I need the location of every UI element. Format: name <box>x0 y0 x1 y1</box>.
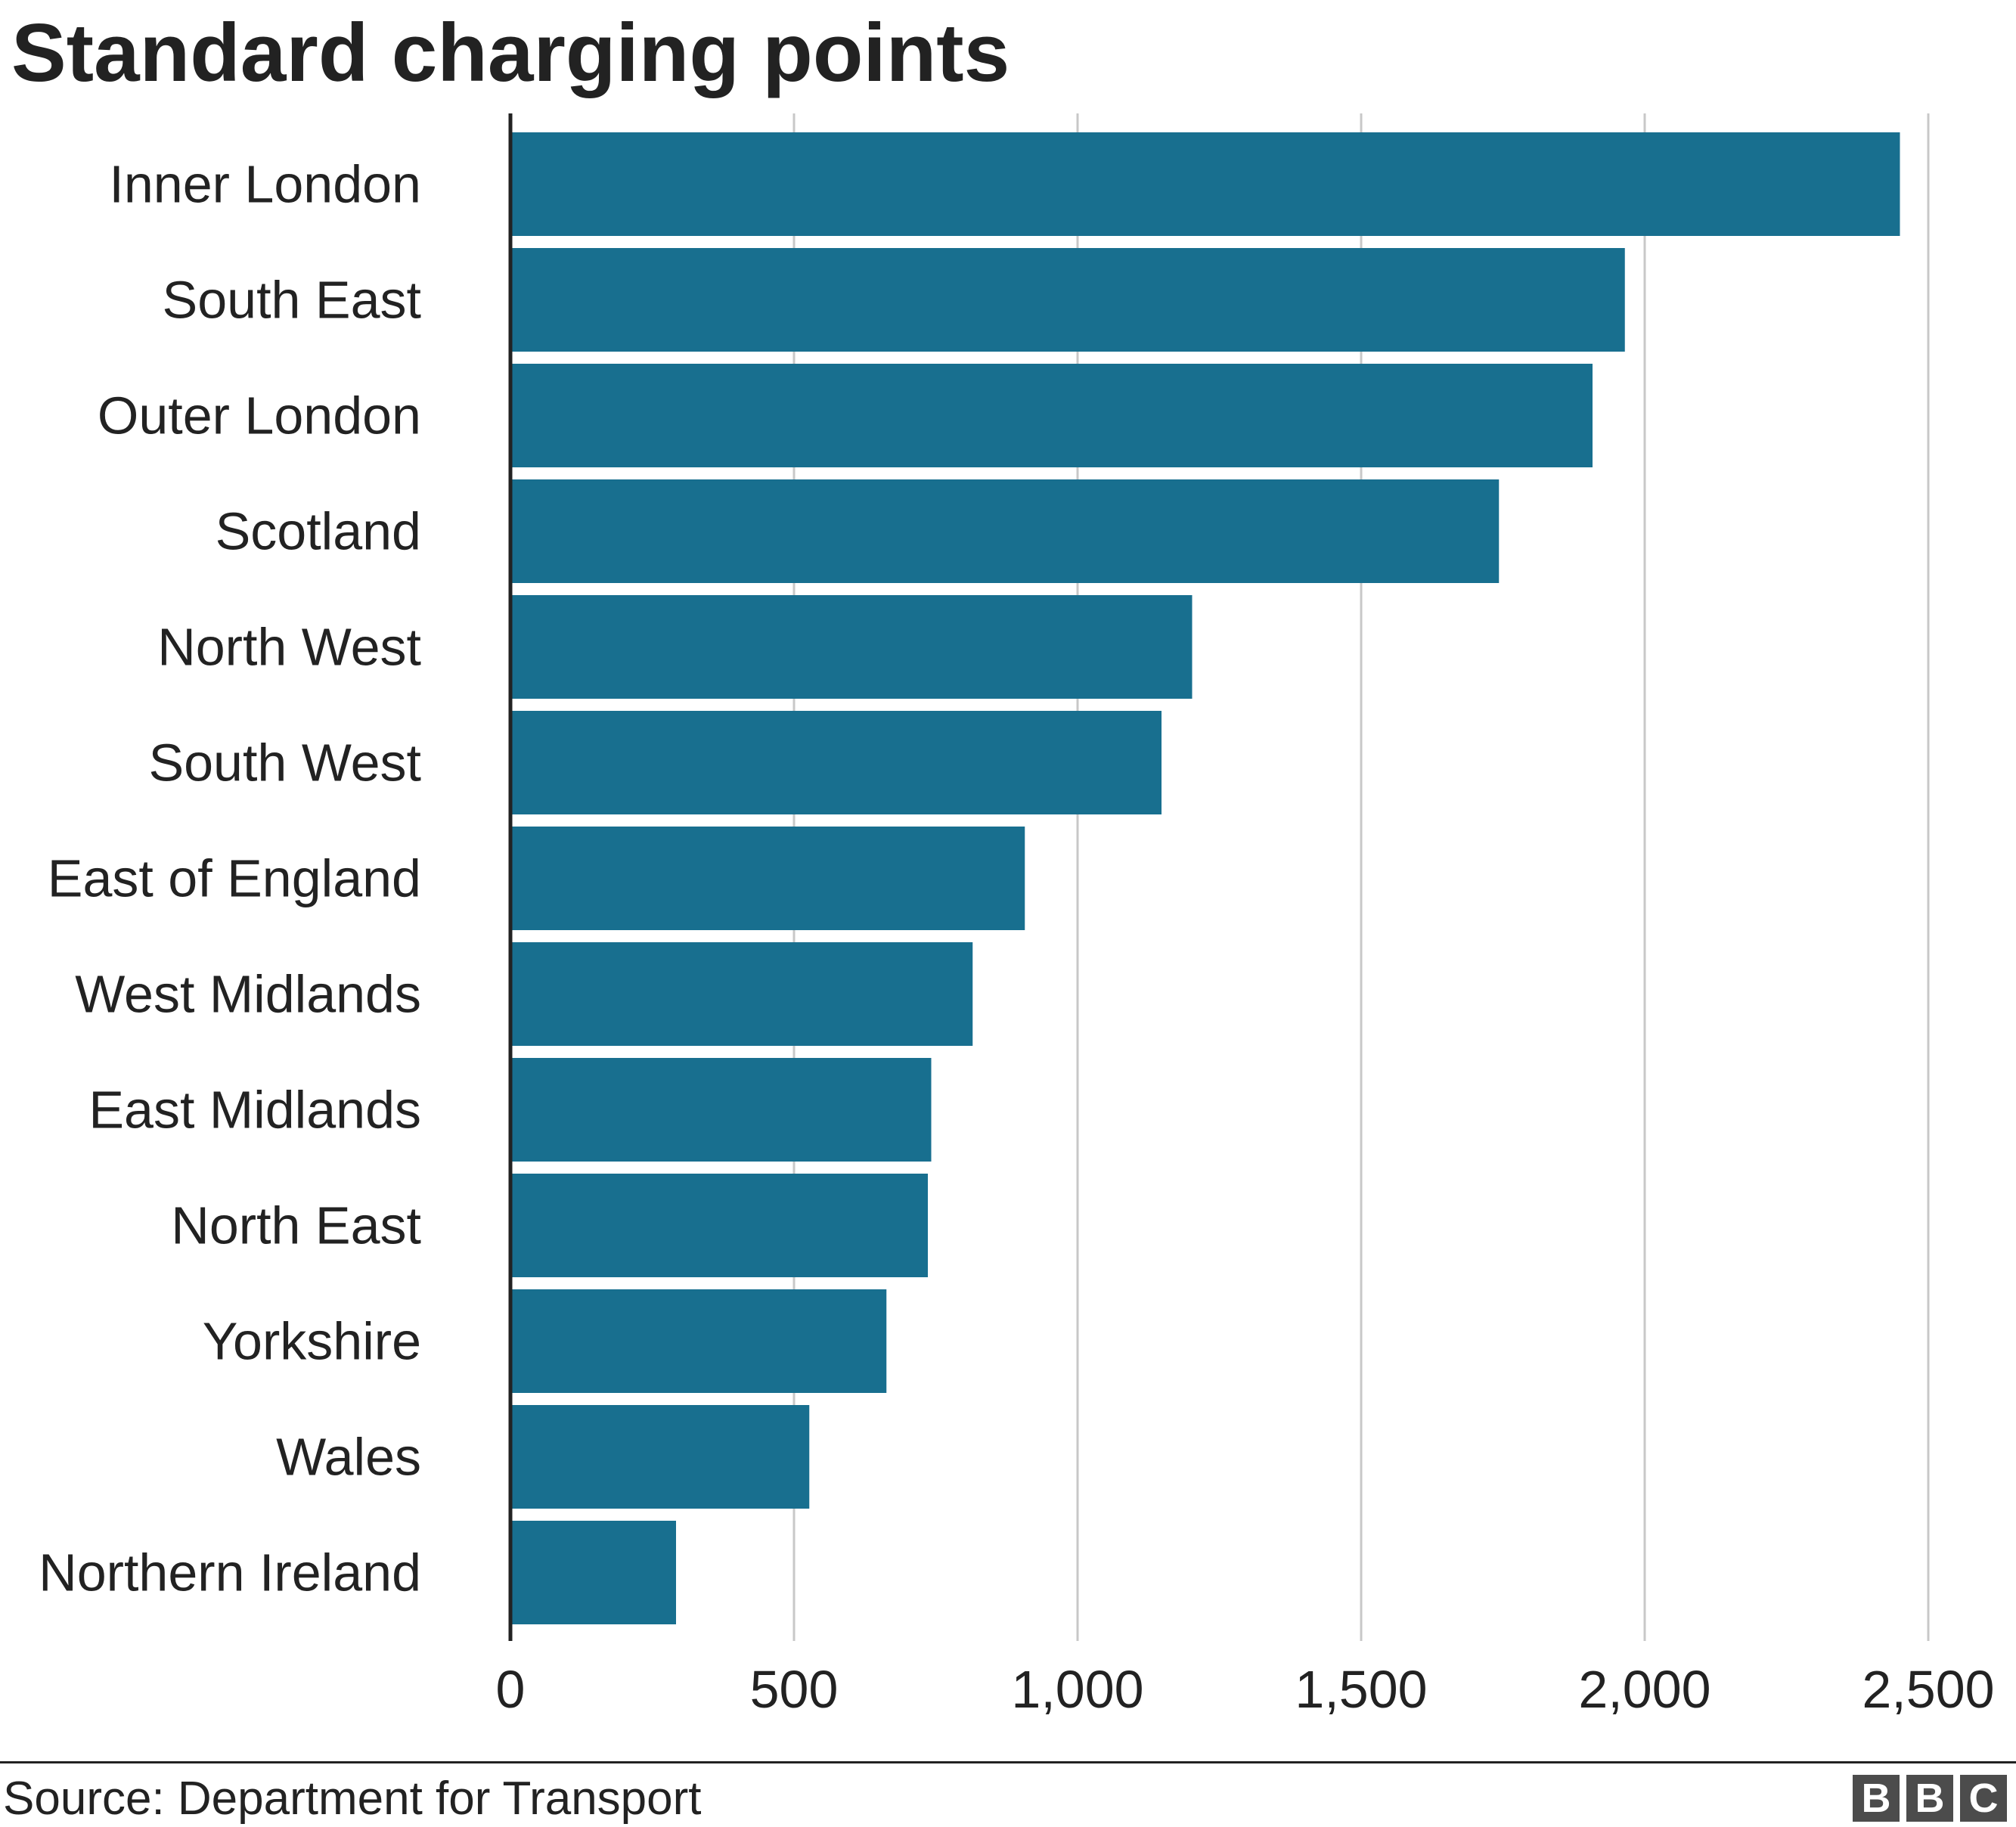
source-note: Source: Department for Transport <box>3 1773 702 1825</box>
x-tick-label: 2,000 <box>1578 1660 1710 1719</box>
x-axis-ticks: 0 500 1,000 1,500 2,000 2,500 <box>496 1660 1995 1719</box>
category-label: Wales <box>276 1428 421 1487</box>
category-label: Yorkshire <box>203 1312 421 1371</box>
x-tick-label: 0 <box>496 1660 526 1719</box>
x-tick-label: 500 <box>750 1660 839 1719</box>
category-label: South East <box>163 271 421 330</box>
bar <box>510 1174 928 1277</box>
bar <box>510 1058 932 1162</box>
footer-divider <box>0 1761 2016 1763</box>
x-tick-label: 1,000 <box>1011 1660 1143 1719</box>
x-tick-label: 1,500 <box>1295 1660 1427 1719</box>
category-label: North West <box>157 618 421 677</box>
bbc-logo-letter: B <box>1906 1775 1953 1822</box>
x-tick-label: 2,500 <box>1862 1660 1994 1719</box>
bar <box>510 132 1900 236</box>
bar <box>510 827 1025 930</box>
bar <box>510 595 1193 699</box>
category-labels: Inner London South East Outer London Scotla… <box>39 155 421 1602</box>
category-label: Northern Ireland <box>39 1543 421 1602</box>
category-label: Scotland <box>216 502 421 561</box>
bbc-logo-letter: B <box>1853 1775 1900 1822</box>
bar-chart: Inner London South East Outer London Scotla… <box>39 113 1995 1719</box>
bbc-logo-letter: C <box>1960 1775 2007 1822</box>
category-label: East Midlands <box>88 1081 421 1140</box>
bar <box>510 248 1625 352</box>
bars <box>510 132 1900 1624</box>
bar <box>510 364 1593 467</box>
bar <box>510 1405 810 1509</box>
category-label: West Midlands <box>75 965 421 1024</box>
bar <box>510 1521 676 1624</box>
bar <box>510 711 1162 814</box>
category-label: Inner London <box>109 155 421 214</box>
bar <box>510 479 1500 583</box>
chart-title: Standard charging points <box>11 7 1010 99</box>
category-label: North East <box>171 1196 421 1255</box>
bbc-logo: B B C <box>1853 1775 2007 1822</box>
category-label: East of England <box>48 849 421 908</box>
bar <box>510 942 973 1046</box>
category-label: South West <box>148 734 421 793</box>
category-label: Outer London <box>98 386 421 445</box>
bar <box>510 1289 887 1393</box>
